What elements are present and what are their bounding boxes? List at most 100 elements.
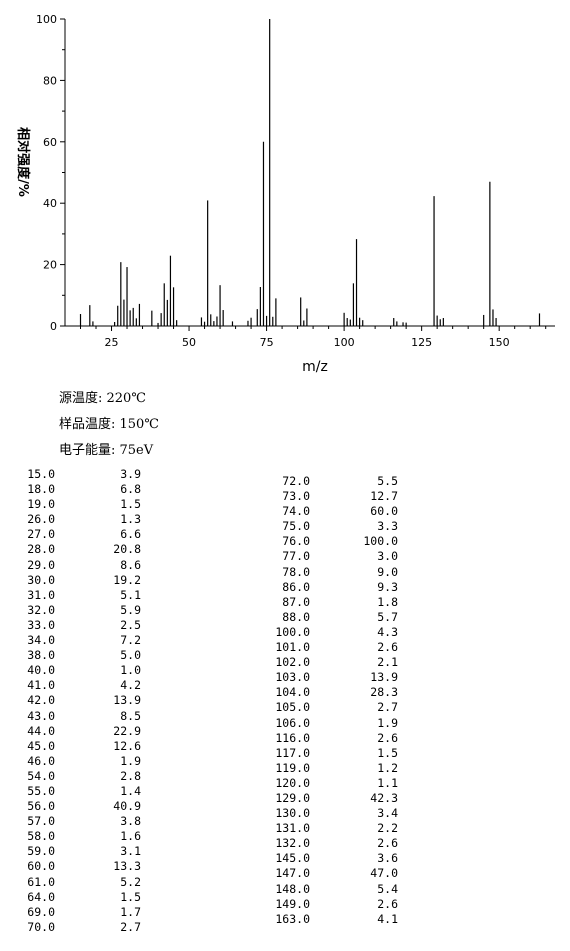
peak-row: 75.0 3.3	[0, 519, 467, 534]
abundance-value: 5.1	[120, 587, 141, 602]
y-tick-label: 100	[36, 13, 57, 26]
mz-value: 132.0	[275, 836, 310, 851]
peak-row: 28.0 20.8	[0, 542, 210, 557]
mz-value: 101.0	[275, 640, 310, 655]
abundance-value: 28.3	[370, 685, 398, 700]
mz-value: 147.0	[275, 866, 310, 881]
peak-row: 78.0 9.0	[0, 565, 467, 580]
abundance-value: 6.6	[120, 527, 141, 542]
mz-value: 19.0	[27, 497, 55, 512]
abundance-value: 13.3	[113, 859, 141, 874]
peak-row: 46.0 1.9	[0, 754, 210, 769]
mz-value: 88.0	[282, 609, 310, 624]
abundance-value: 19.2	[113, 572, 141, 587]
peak-row: 43.0 8.5	[0, 709, 210, 724]
x-tick-label: 125	[411, 336, 432, 349]
abundance-value: 7.2	[120, 633, 141, 648]
peak-row: 45.0 12.6	[0, 739, 210, 754]
peak-row: 131.0 2.2	[0, 821, 467, 836]
abundance-value: 1.0	[120, 663, 141, 678]
abundance-value: 2.2	[377, 821, 398, 836]
mz-value: 149.0	[275, 896, 310, 911]
peak-row: 58.0 1.6	[0, 829, 210, 844]
mz-value: 145.0	[275, 851, 310, 866]
mz-value: 76.0	[282, 534, 310, 549]
peak-row: 148.0 5.4	[0, 882, 467, 897]
peak-row: 77.0 3.0	[0, 549, 467, 564]
peak-row: 73.0 12.7	[0, 489, 467, 504]
peak-row: 88.0 5.7	[0, 610, 467, 625]
abundance-value: 20.8	[113, 542, 141, 557]
peak-row: 147.0 47.0	[0, 866, 467, 881]
abundance-value: 42.3	[370, 790, 398, 805]
peak-row: 106.0 1.9	[0, 716, 467, 731]
mz-value: 117.0	[275, 745, 310, 760]
peak-row: 19.0 1.5	[0, 497, 210, 512]
x-tick-label: 75	[260, 336, 274, 349]
mass-spectrum-chart: 0 20 40 60 80 100 25 50 75 100 125 150 相对强度/% m/z	[15, 13, 555, 375]
mz-value: 100.0	[275, 624, 310, 639]
mz-value: 44.0	[27, 723, 55, 738]
peak-row: 55.0 1.4	[0, 784, 210, 799]
x-tick-label: 150	[489, 336, 510, 349]
mz-value: 56.0	[27, 799, 55, 814]
peak-row: 70.0 2.7	[0, 920, 210, 935]
mz-value: 26.0	[27, 512, 55, 527]
peak-row: 26.0 1.3	[0, 512, 210, 527]
peak-row: 56.0 40.9	[0, 799, 210, 814]
abundance-value: 1.5	[120, 497, 141, 512]
mz-value: 75.0	[282, 519, 310, 534]
mz-value: 38.0	[27, 648, 55, 663]
peak-row: 30.0 19.2	[0, 573, 210, 588]
abundance-value: 13.9	[113, 693, 141, 708]
peak-row: 120.0 1.1	[0, 776, 467, 791]
peak-row: 57.0 3.8	[0, 814, 210, 829]
mz-value: 27.0	[27, 527, 55, 542]
mz-value: 148.0	[275, 881, 310, 896]
mz-value: 40.0	[27, 663, 55, 678]
x-tick-label: 100	[334, 336, 355, 349]
abundance-value: 1.9	[120, 753, 141, 768]
abundance-value: 3.6	[377, 851, 398, 866]
mz-value: 77.0	[282, 549, 310, 564]
x-axis: 25 50 75 100 125 150	[65, 325, 555, 349]
abundance-value: 12.6	[113, 738, 141, 753]
peak-row: 40.0 1.0	[0, 663, 210, 678]
mz-value: 60.0	[27, 859, 55, 874]
x-axis-label: m/z	[302, 359, 328, 375]
abundance-value: 2.1	[377, 655, 398, 670]
mz-value: 18.0	[27, 482, 55, 497]
peak-row: 130.0 3.4	[0, 806, 467, 821]
abundance-value: 4.2	[120, 678, 141, 693]
peak-table-left: 15.0 3.9 18.0 6.8 19.0 1.5 26.0 1.3 27.0 6.6 28.0 2…	[0, 467, 210, 935]
peak-row: 61.0 5.2	[0, 875, 210, 890]
mz-value: 78.0	[282, 564, 310, 579]
mz-value: 54.0	[27, 768, 55, 783]
peak-row: 129.0 42.3	[0, 791, 467, 806]
y-tick-label: 20	[43, 259, 57, 272]
abundance-value: 4.3	[377, 624, 398, 639]
mz-value: 106.0	[275, 715, 310, 730]
mz-value: 30.0	[27, 572, 55, 587]
peak-row: 44.0 22.9	[0, 724, 210, 739]
mz-value: 74.0	[282, 504, 310, 519]
abundance-value: 13.9	[370, 670, 398, 685]
mz-value: 41.0	[27, 678, 55, 693]
mz-value: 102.0	[275, 655, 310, 670]
abundance-value: 2.6	[377, 836, 398, 851]
abundance-value: 1.2	[377, 760, 398, 775]
abundance-value: 3.9	[120, 467, 141, 481]
abundance-value: 3.3	[377, 519, 398, 534]
peak-row: 54.0 2.8	[0, 769, 210, 784]
abundance-value: 9.0	[377, 564, 398, 579]
mz-value: 45.0	[27, 738, 55, 753]
mz-value: 103.0	[275, 670, 310, 685]
source-temperature: 源温度: 220℃	[59, 391, 146, 406]
mz-value: 130.0	[275, 806, 310, 821]
mz-value: 31.0	[27, 587, 55, 602]
abundance-value: 8.5	[120, 708, 141, 723]
abundance-value: 1.9	[377, 715, 398, 730]
abundance-value: 5.0	[120, 648, 141, 663]
abundance-value: 5.2	[120, 874, 141, 889]
abundance-value: 100.0	[363, 534, 398, 549]
